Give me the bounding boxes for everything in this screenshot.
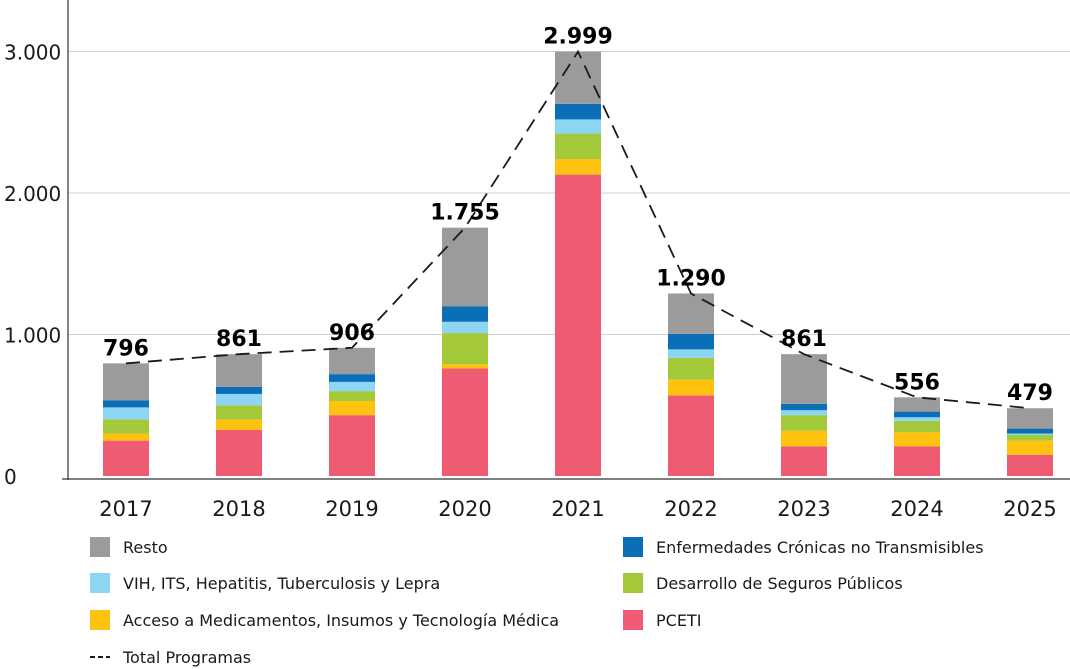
x-tick-label: 2018	[212, 497, 265, 521]
bar-segment-acceso-a-medicamentos-insumos-y-tecnolog-a-m-dica	[781, 430, 827, 447]
bar-segment-vih-its-hepatitis-tuberculosis-y-lepra	[329, 381, 375, 392]
x-tick-label: 2017	[99, 497, 152, 521]
bar-segment-resto	[103, 363, 149, 401]
x-tick-label: 2024	[890, 497, 943, 521]
bar-segment-pceti	[894, 446, 940, 476]
bar-segment-enfermedades-cr-nicas-no-transmisibles	[442, 306, 488, 322]
bar-segment-desarrollo-de-seguros-p-blicos	[329, 391, 375, 402]
bar-segment-pceti	[216, 430, 262, 476]
legend-swatch	[90, 537, 110, 557]
bar-segment-acceso-a-medicamentos-insumos-y-tecnolog-a-m-dica	[894, 432, 940, 447]
total-programas-line	[125, 49, 1031, 410]
legend-swatch	[90, 610, 110, 630]
bar-segment-enfermedades-cr-nicas-no-transmisibles	[668, 333, 714, 350]
bar-segment-desarrollo-de-seguros-p-blicos	[894, 420, 940, 433]
bar-segment-pceti	[329, 415, 375, 476]
bar-segment-enfermedades-cr-nicas-no-transmisibles	[555, 103, 601, 120]
bar-segment-acceso-a-medicamentos-insumos-y-tecnolog-a-m-dica	[555, 159, 601, 175]
bar-segment-vih-its-hepatitis-tuberculosis-y-lepra	[555, 119, 601, 134]
bar-segment-enfermedades-cr-nicas-no-transmisibles	[216, 386, 262, 394]
bar-segment-resto	[781, 354, 827, 404]
bar-segment-pceti	[668, 395, 714, 476]
bar-segment-pceti	[781, 446, 827, 476]
legend-label: Resto	[123, 538, 168, 557]
bar-segment-vih-its-hepatitis-tuberculosis-y-lepra	[781, 410, 827, 416]
bar-segment-desarrollo-de-seguros-p-blicos	[668, 357, 714, 380]
bar-segment-pceti	[555, 174, 601, 477]
data-labels: 796 861 906 1.755 2.999 1.290 861 556 479	[103, 25, 1053, 407]
bar-segment-desarrollo-de-seguros-p-blicos	[442, 333, 488, 365]
y-tick-label: 0	[4, 465, 17, 489]
legend-swatch	[623, 573, 643, 593]
total-data-label: 861	[216, 327, 262, 352]
x-tick-label: 2020	[438, 497, 491, 521]
total-data-label: 796	[103, 336, 149, 361]
total-data-label: 1.290	[656, 266, 726, 291]
legend-swatch	[623, 537, 643, 557]
legend: Resto Enfermedades Crónicas no Transmisib…	[90, 537, 984, 667]
total-data-label: 556	[894, 370, 940, 395]
total-data-label: 479	[1007, 381, 1053, 406]
bar-segment-resto	[216, 354, 262, 387]
bar-segment-acceso-a-medicamentos-insumos-y-tecnolog-a-m-dica	[442, 364, 488, 369]
x-tick-label: 2022	[664, 497, 717, 521]
bar-segment-desarrollo-de-seguros-p-blicos	[781, 415, 827, 431]
bar-segment-resto	[894, 397, 940, 412]
x-tick-label: 2025	[1003, 497, 1056, 521]
bar-segment-pceti	[103, 440, 149, 476]
bar-segment-vih-its-hepatitis-tuberculosis-y-lepra	[668, 349, 714, 358]
bar-segment-desarrollo-de-seguros-p-blicos	[103, 419, 149, 434]
legend-label: VIH, ITS, Hepatitis, Tuberculosis y Lepr…	[123, 574, 440, 593]
bar-segment-resto	[329, 347, 375, 375]
total-line	[125, 49, 1031, 410]
legend-label: Desarrollo de Seguros Públicos	[656, 574, 903, 593]
axes: 0 1.000 2.000 3.000 2017 2018 2019 2020 2021 2022…	[4, 0, 1070, 521]
legend-swatch	[90, 573, 110, 593]
bar-segment-resto	[668, 293, 714, 334]
total-data-label: 861	[781, 327, 827, 352]
bar-segment-acceso-a-medicamentos-insumos-y-tecnolog-a-m-dica	[103, 433, 149, 441]
total-data-label: 1.755	[430, 201, 500, 226]
total-data-label: 906	[329, 321, 375, 346]
total-data-label: 2.999	[543, 25, 613, 50]
bar-segment-pceti	[442, 368, 488, 476]
bar-segment-vih-its-hepatitis-tuberculosis-y-lepra	[216, 393, 262, 406]
y-tick-label: 1.000	[4, 324, 61, 348]
x-tick-label: 2021	[551, 497, 604, 521]
bar-segment-vih-its-hepatitis-tuberculosis-y-lepra	[103, 407, 149, 420]
bars	[103, 51, 1053, 477]
bar-segment-acceso-a-medicamentos-insumos-y-tecnolog-a-m-dica	[1007, 440, 1053, 455]
legend-swatch	[623, 610, 643, 630]
y-tick-label: 2.000	[4, 182, 61, 206]
legend-label: Total Programas	[122, 648, 251, 667]
bar-segment-resto	[1007, 408, 1053, 429]
legend-label: Acceso a Medicamentos, Insumos y Tecnolo…	[123, 611, 559, 630]
bar-segment-vih-its-hepatitis-tuberculosis-y-lepra	[894, 417, 940, 421]
legend-label: Enfermedades Crónicas no Transmisibles	[656, 538, 984, 557]
legend-label: PCETI	[656, 611, 701, 630]
x-tick-label: 2019	[325, 497, 378, 521]
bar-segment-enfermedades-cr-nicas-no-transmisibles	[894, 411, 940, 418]
bar-segment-vih-its-hepatitis-tuberculosis-y-lepra	[1007, 433, 1053, 435]
bar-segment-desarrollo-de-seguros-p-blicos	[216, 405, 262, 420]
bar-segment-pceti	[1007, 454, 1053, 476]
bar-segment-enfermedades-cr-nicas-no-transmisibles	[103, 400, 149, 408]
bar-segment-resto	[555, 51, 601, 104]
bar-segment-acceso-a-medicamentos-insumos-y-tecnolog-a-m-dica	[668, 379, 714, 396]
bar-segment-vih-its-hepatitis-tuberculosis-y-lepra	[442, 321, 488, 334]
bar-segment-enfermedades-cr-nicas-no-transmisibles	[1007, 428, 1053, 434]
bar-segment-desarrollo-de-seguros-p-blicos	[1007, 434, 1053, 441]
bar-segment-acceso-a-medicamentos-insumos-y-tecnolog-a-m-dica	[216, 419, 262, 431]
y-tick-label: 3.000	[4, 41, 61, 65]
bar-segment-enfermedades-cr-nicas-no-transmisibles	[329, 374, 375, 382]
bar-segment-resto	[442, 227, 488, 307]
bar-segment-desarrollo-de-seguros-p-blicos	[555, 133, 601, 160]
bar-segment-enfermedades-cr-nicas-no-transmisibles	[781, 403, 827, 411]
x-tick-label: 2023	[777, 497, 830, 521]
bar-segment-acceso-a-medicamentos-insumos-y-tecnolog-a-m-dica	[329, 401, 375, 416]
